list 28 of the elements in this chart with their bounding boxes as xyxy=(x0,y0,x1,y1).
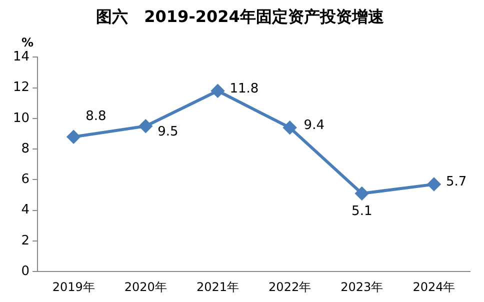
y-tick-label: 10 xyxy=(12,110,30,126)
x-tick-label: 2024年 xyxy=(412,280,456,294)
x-tick-label: 2022年 xyxy=(268,280,312,294)
y-tick-label: 2 xyxy=(21,233,30,248)
point xyxy=(139,120,152,133)
x-tick-label: 2019年 xyxy=(52,280,95,294)
y-tick-label: 4 xyxy=(21,202,30,218)
data-label: 9.5 xyxy=(158,124,178,140)
y-tick-label: 6 xyxy=(21,172,30,188)
y-tick-label: 8 xyxy=(21,141,30,156)
data-label: 8.8 xyxy=(86,109,106,124)
x-tick-label: 2020年 xyxy=(124,280,167,294)
data-label: 9.4 xyxy=(304,118,324,134)
point xyxy=(355,186,368,200)
chart-title: 图六 2019-2024年固定资产投资增速 xyxy=(96,6,385,26)
data-label: 5.7 xyxy=(446,174,467,190)
data-label: 5.1 xyxy=(352,204,372,219)
x-tick-label: 2021年 xyxy=(196,280,240,294)
y-tick-label: 12 xyxy=(12,80,30,96)
point xyxy=(67,130,80,144)
y-tick-label: 0 xyxy=(21,264,30,279)
x-tick-label: 2023年 xyxy=(340,280,384,294)
y-tick-label: 14 xyxy=(12,50,30,65)
y-axis-title: % xyxy=(22,35,34,50)
point xyxy=(283,121,296,134)
data-label: 11.8 xyxy=(230,81,259,96)
point xyxy=(211,84,224,98)
point xyxy=(427,178,440,191)
